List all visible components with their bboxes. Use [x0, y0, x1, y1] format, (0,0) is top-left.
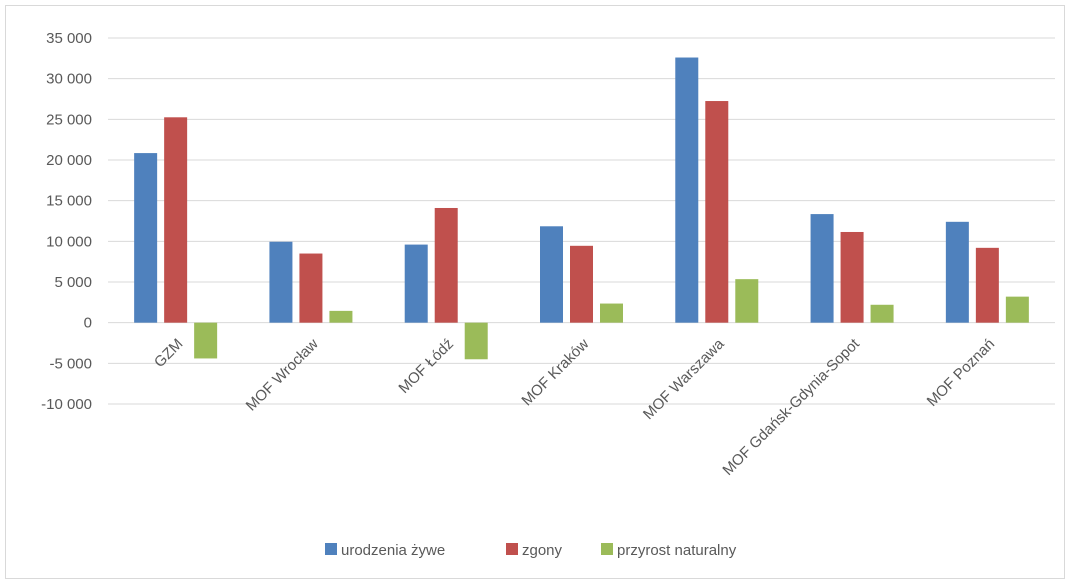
- x-tick-label: MOF Wrocław: [243, 335, 322, 414]
- bar-urodzenia: [675, 57, 699, 323]
- bar-przyrost: [329, 310, 353, 323]
- y-tick-label: 5 000: [54, 274, 92, 291]
- y-tick-label: 10 000: [46, 233, 92, 250]
- x-axis: GZM MOF Wrocław MOF Łódź MOF Kraków MOF Wars…: [151, 335, 998, 479]
- y-tick-label: 15 000: [46, 193, 92, 210]
- bar-zgony: [299, 253, 323, 323]
- y-tick-label: 0: [84, 315, 92, 332]
- legend-swatch: [506, 543, 518, 555]
- y-tick-label: 35 000: [46, 30, 92, 47]
- bar-urodzenia: [404, 244, 428, 323]
- y-tick-label: -5 000: [49, 355, 92, 372]
- bars: [134, 57, 1029, 360]
- y-tick-label: 25 000: [46, 111, 92, 128]
- bar-urodzenia: [810, 214, 834, 323]
- legend-label: urodzenia żywe: [341, 542, 445, 559]
- legend-label: zgony: [522, 542, 563, 559]
- bar-urodzenia: [134, 153, 158, 323]
- bar-zgony: [434, 207, 458, 323]
- legend-item: przyrost naturalny: [601, 542, 737, 559]
- y-tick-label: 30 000: [46, 71, 92, 88]
- y-tick-label: 20 000: [46, 152, 92, 169]
- bar-zgony: [705, 101, 729, 323]
- legend-swatch: [325, 543, 337, 555]
- bar-przyrost: [735, 279, 759, 323]
- y-tick-label: -10 000: [41, 396, 92, 413]
- legend-item: urodzenia żywe: [325, 542, 445, 559]
- x-tick-label: MOF Warszawa: [640, 335, 728, 423]
- bar-urodzenia: [945, 221, 969, 323]
- bar-przyrost: [464, 322, 488, 360]
- bar-zgony: [164, 117, 188, 323]
- x-tick-label: GZM: [151, 335, 187, 371]
- bar-przyrost: [600, 303, 623, 323]
- x-tick-label: MOF Poznań: [924, 335, 999, 410]
- legend-swatch: [601, 543, 613, 555]
- bar-zgony: [975, 247, 999, 323]
- legend-item: zgony: [506, 542, 563, 559]
- x-tick-label: MOF Łódź: [396, 335, 458, 397]
- bar-urodzenia: [540, 226, 563, 323]
- bar-zgony: [840, 231, 864, 323]
- legend-label: przyrost naturalny: [617, 542, 737, 559]
- bar-przyrost: [870, 304, 894, 323]
- bar-zgony: [570, 245, 593, 323]
- legend: urodzenia żywe zgony przyrost naturalny: [325, 542, 737, 559]
- bar-urodzenia: [269, 241, 293, 323]
- gridlines: [108, 37, 1055, 405]
- x-tick-label: MOF Kraków: [518, 335, 592, 409]
- bar-przyrost: [1005, 296, 1029, 323]
- bar-przyrost: [194, 322, 218, 359]
- x-tick-label: MOF Gdańsk-Gdynia-Sopot: [719, 335, 863, 479]
- y-axis: 35 000 30 000 25 000 20 000 15 000 10 000 5 00…: [41, 30, 92, 413]
